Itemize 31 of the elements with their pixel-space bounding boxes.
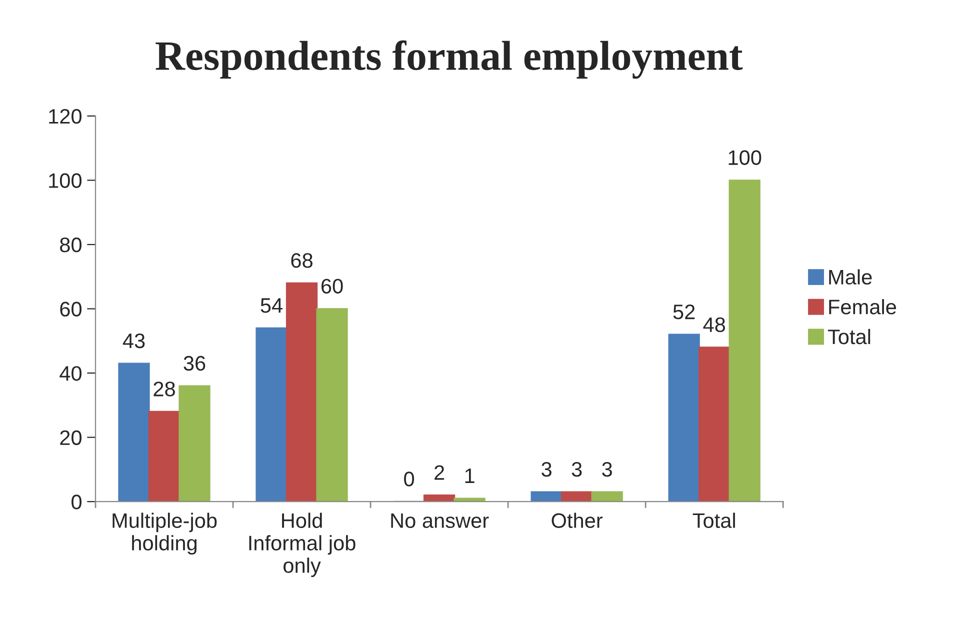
data-label: 48 — [703, 317, 726, 332]
legend-label: Female — [829, 299, 896, 314]
y-tick-label: 20 — [60, 430, 82, 446]
x-tick-label: No answer — [391, 513, 489, 528]
y-tick-label: 60 — [60, 302, 82, 317]
data-label: 2 — [434, 465, 444, 480]
legend-label: Total — [828, 328, 870, 344]
x-tick-label: Total — [692, 512, 735, 528]
data-label: 36 — [184, 356, 206, 371]
data-label: 0 — [404, 472, 414, 486]
y-tick-label: 120 — [49, 108, 82, 124]
data-label: 1 — [465, 468, 474, 483]
data-label: 3 — [572, 462, 582, 477]
data-label: 60 — [322, 278, 343, 294]
data-label: 3 — [542, 462, 552, 477]
chart-title: Respondents formal employment — [156, 40, 743, 79]
data-label: 3 — [602, 462, 612, 477]
data-label: 54 — [260, 298, 283, 313]
x-tick-label: Other — [552, 512, 603, 528]
legend-label: Male — [829, 269, 872, 285]
y-tick-label: 40 — [60, 366, 82, 381]
data-label: 68 — [291, 253, 312, 268]
data-label: 52 — [673, 304, 695, 320]
y-tick-label: 80 — [60, 238, 82, 252]
y-tick-label: 100 — [49, 173, 82, 188]
y-tick-label: 0 — [72, 494, 82, 510]
data-label: 28 — [154, 382, 175, 396]
x-tick-label: Multiple-job holding — [112, 512, 217, 555]
data-label: 100 — [728, 150, 762, 166]
x-tick-label: Hold Informal job only — [249, 512, 356, 578]
data-label: 43 — [122, 333, 145, 348]
